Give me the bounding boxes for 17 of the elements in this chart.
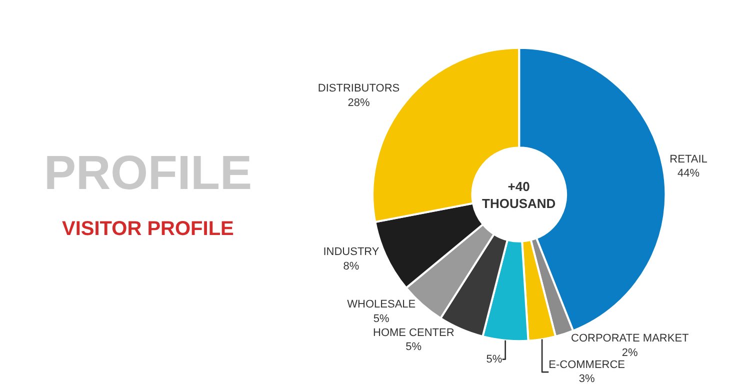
slice-label: E-COMMERCE xyxy=(548,358,626,371)
data-label: 44% xyxy=(678,168,700,180)
data-label: 8% xyxy=(343,260,360,272)
data-label: 2% xyxy=(622,346,638,359)
data-label: 5% xyxy=(486,353,502,366)
slice-label: DISTRIBUTORS xyxy=(318,82,400,95)
text: VISITOR PROFILE xyxy=(62,218,234,240)
text: +40 THOUSAND xyxy=(482,179,556,211)
slice-label: WHOLESALE xyxy=(347,298,416,311)
slice-label: RETAIL xyxy=(670,153,708,166)
data-label: 5% xyxy=(373,313,390,325)
slice-label: INDUSTRY xyxy=(323,246,380,258)
slice-label: HOME CENTER xyxy=(372,326,454,339)
slice-label: CORPORATE MARKET xyxy=(570,332,690,345)
data-label: 5% xyxy=(406,341,422,354)
data-label: 28% xyxy=(348,96,370,109)
data-label: 3% xyxy=(578,373,595,386)
